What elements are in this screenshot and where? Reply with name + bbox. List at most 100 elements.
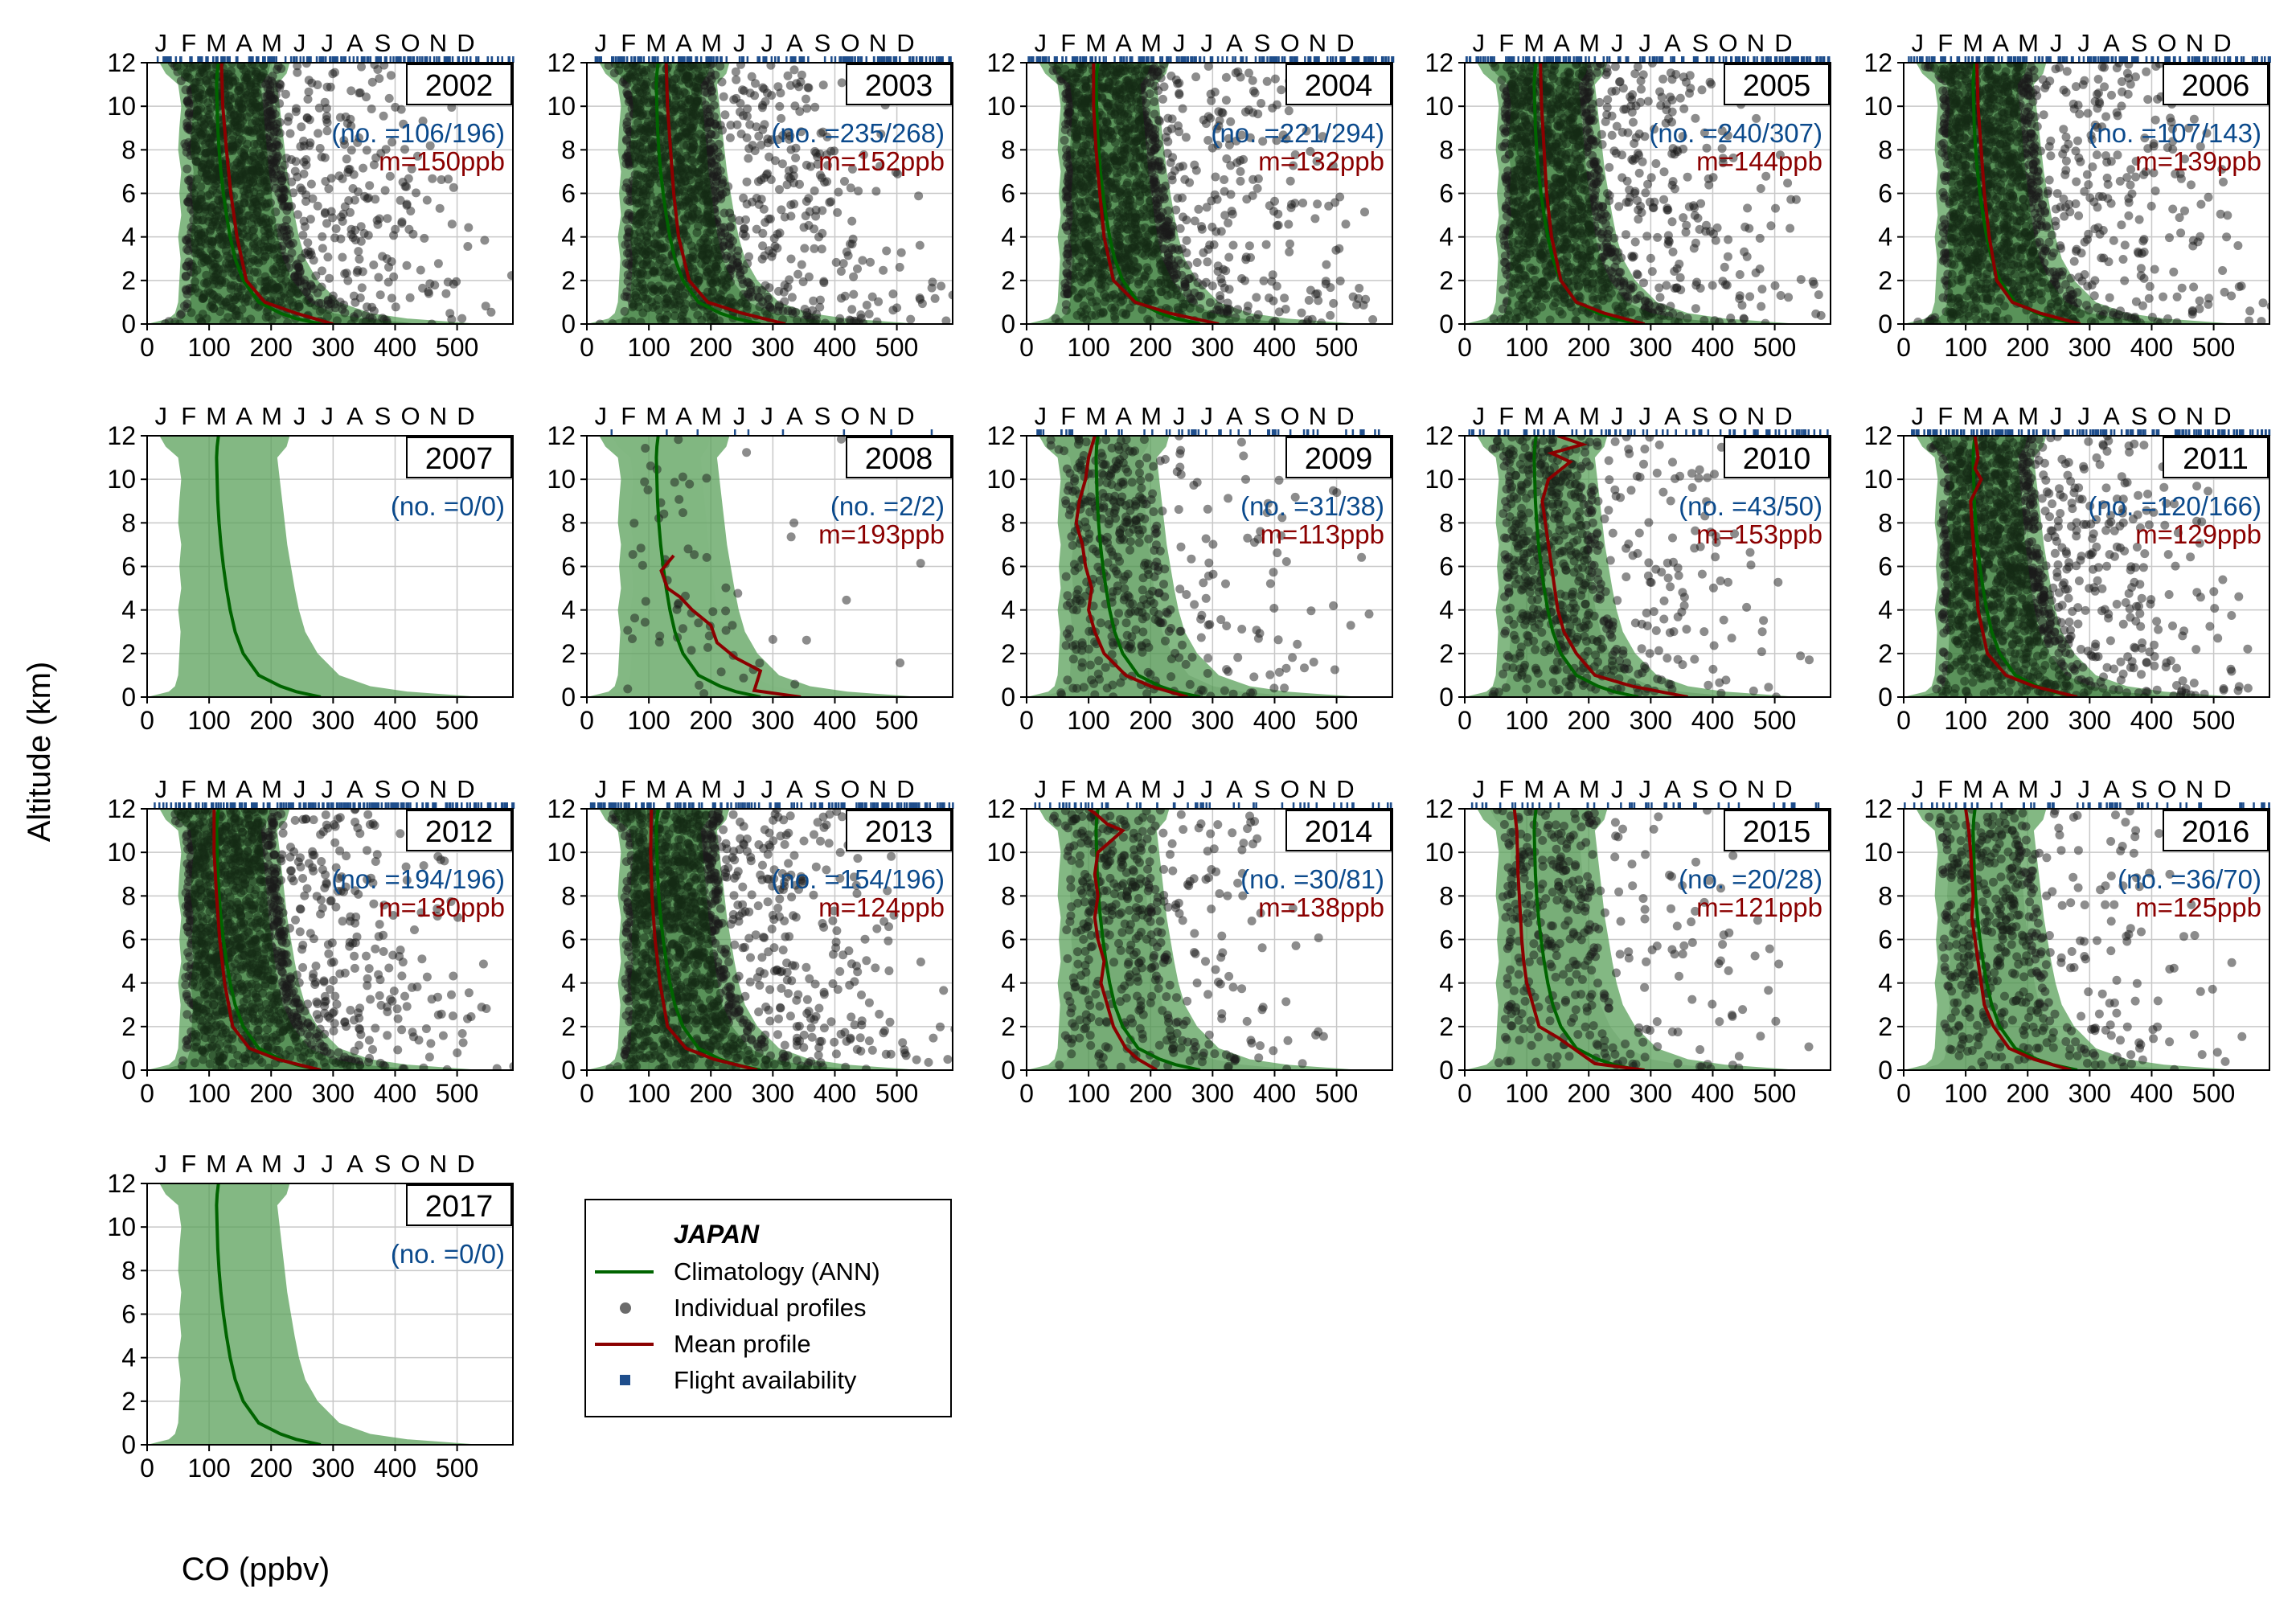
- flight-tick: [648, 56, 650, 63]
- flight-tick: [512, 56, 515, 63]
- flight-tick: [1216, 56, 1220, 63]
- flight-tick: [800, 56, 802, 63]
- profile-point: [917, 299, 927, 309]
- flight-tick: [1076, 56, 1078, 63]
- profile-point: [317, 282, 326, 292]
- profile-point: [464, 223, 474, 232]
- flight-tick: [344, 56, 346, 63]
- profile-point: [1262, 76, 1272, 86]
- flight-tick: [1039, 56, 1042, 63]
- profile-point: [399, 119, 408, 129]
- profile-point: [318, 266, 326, 276]
- flight-tick: [445, 56, 448, 63]
- profile-point: [334, 171, 344, 181]
- profile-point: [355, 254, 364, 264]
- flight-tick: [1098, 56, 1101, 63]
- profile-point: [1303, 315, 1313, 324]
- profile-point: [818, 80, 828, 90]
- profile-point: [1159, 82, 1169, 92]
- profile-point: [300, 222, 310, 232]
- flight-tick: [1084, 56, 1088, 63]
- profile-point: [756, 195, 766, 204]
- profile-point: [791, 153, 801, 162]
- profile-point: [862, 301, 871, 310]
- profile-point: [340, 269, 350, 278]
- profile-point: [848, 234, 858, 244]
- profile-point: [314, 129, 323, 138]
- flight-tick: [284, 56, 287, 63]
- flight-tick: [1105, 56, 1107, 63]
- flight-tick: [226, 56, 228, 63]
- profile-point: [402, 182, 411, 191]
- profile-point: [338, 216, 347, 226]
- profile-point: [888, 289, 898, 299]
- month-label: S: [375, 29, 392, 57]
- flight-tick: [1254, 56, 1257, 63]
- profile-point: [773, 244, 782, 253]
- flight-tick: [1318, 56, 1320, 63]
- profile-point: [1154, 157, 1164, 166]
- profile-point: [1253, 183, 1262, 193]
- flight-tick: [179, 56, 182, 63]
- y-tick-label: 10: [547, 92, 576, 121]
- flight-tick: [392, 56, 395, 63]
- plot-area: [147, 63, 539, 324]
- flight-tick: [407, 56, 409, 63]
- flight-tick: [356, 56, 359, 63]
- x-tick-label: 500: [1315, 333, 1358, 362]
- flight-tick: [651, 56, 654, 63]
- profile-point: [530, 309, 539, 318]
- profile-point: [792, 79, 802, 88]
- profile-point: [1231, 68, 1240, 78]
- month-label: A: [236, 29, 252, 57]
- profile-point: [802, 104, 812, 113]
- profile-point: [297, 186, 307, 195]
- panel-2002: J F M A M J J A S O N D0 100 200 300 400 500024681012200…: [107, 29, 539, 362]
- profile-point: [404, 174, 413, 183]
- flight-tick: [807, 56, 810, 63]
- flight-tick: [598, 56, 601, 63]
- profile-point: [742, 177, 752, 187]
- flight-tick: [1314, 56, 1317, 63]
- profile-point: [447, 219, 457, 229]
- flight-tick: [379, 56, 381, 63]
- profile-point: [838, 259, 848, 269]
- flight-tick: [823, 56, 826, 63]
- profile-point: [810, 244, 819, 253]
- flight-tick: [1159, 56, 1162, 63]
- profile-point: [1274, 307, 1284, 317]
- profile-point: [915, 240, 925, 250]
- profile-point: [833, 207, 843, 217]
- profile-point: [1242, 195, 1252, 204]
- profile-point: [767, 252, 777, 261]
- flight-tick: [1203, 56, 1206, 63]
- y-tick-label: 2: [1001, 266, 1015, 295]
- x-tick-label: 200: [1130, 333, 1172, 362]
- flight-tick: [715, 56, 718, 63]
- profile-point: [297, 122, 306, 132]
- profile-point: [400, 145, 409, 154]
- flight-tick: [475, 56, 478, 63]
- profile-point: [930, 293, 940, 303]
- flight-tick: [501, 56, 503, 63]
- profile-point: [1170, 166, 1179, 175]
- y-tick-label: 0: [121, 310, 136, 338]
- month-label: J: [154, 29, 167, 57]
- flight-tick: [1121, 56, 1123, 63]
- profile-point: [318, 232, 327, 241]
- profile-point: [380, 186, 390, 195]
- flight-tick: [451, 56, 454, 63]
- y-tick-label: 8: [121, 135, 136, 164]
- month-label: M: [1141, 29, 1162, 57]
- flight-tick: [594, 56, 597, 63]
- profile-point: [840, 177, 849, 186]
- flight-tick: [1291, 56, 1294, 63]
- profile-point: [1207, 96, 1216, 105]
- profile-point: [801, 211, 810, 220]
- flight-tick: [395, 56, 397, 63]
- profile-point: [306, 179, 316, 189]
- profile-point: [760, 173, 769, 183]
- profile-point: [800, 305, 810, 314]
- profile-point: [320, 97, 330, 107]
